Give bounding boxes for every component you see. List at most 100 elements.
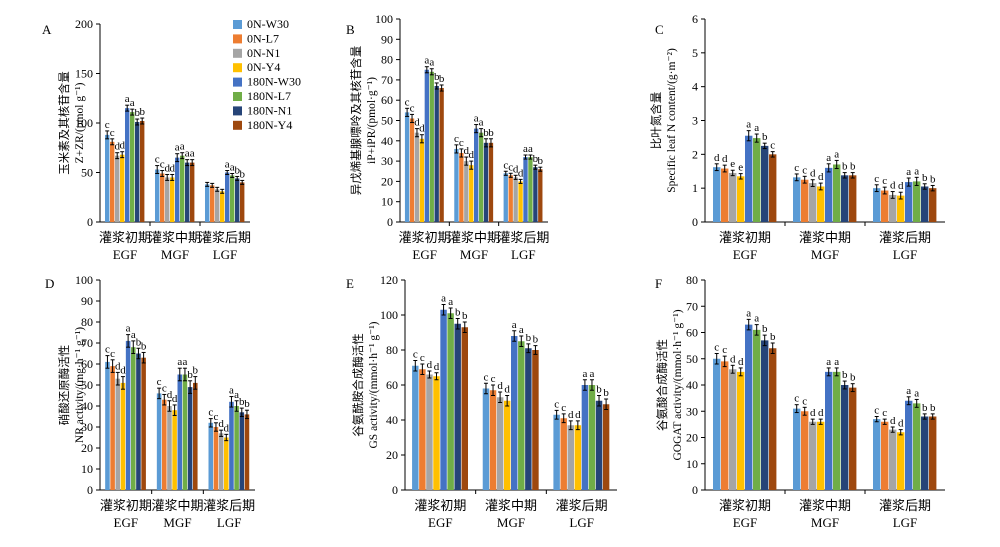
- bar: [182, 374, 188, 490]
- bar: [553, 414, 560, 490]
- bar: [721, 168, 729, 222]
- legend-label: 0N-N1: [247, 46, 280, 60]
- bar: [110, 366, 115, 490]
- significance-letter: a: [519, 324, 524, 336]
- bar: [737, 176, 745, 222]
- bar: [538, 169, 543, 222]
- bar: [833, 371, 841, 490]
- significance-letter: c: [214, 411, 219, 423]
- bar: [110, 141, 115, 222]
- significance-letter: a: [424, 55, 429, 67]
- y-tick-label: 80: [686, 273, 698, 287]
- y-axis-label-en: Specific leaf N content/(g·m⁻²): [666, 48, 678, 193]
- significance-letter: e: [738, 162, 743, 174]
- bar: [205, 184, 210, 222]
- bar: [508, 175, 513, 222]
- category-label-en: LGF: [213, 247, 238, 262]
- significance-letter: a: [185, 148, 190, 160]
- bar: [737, 371, 745, 490]
- bar: [105, 134, 110, 222]
- y-tick-label: 100: [75, 273, 93, 287]
- legend-label: 0N-L7: [247, 31, 279, 45]
- bar: [560, 418, 567, 490]
- y-tick-label: 30: [686, 404, 698, 418]
- bar: [218, 433, 224, 490]
- category-label-en: EGF: [428, 515, 453, 530]
- category-label-cn: 灌浆初期: [99, 230, 151, 245]
- significance-letter: b: [239, 168, 245, 180]
- significance-letter: c: [105, 344, 110, 356]
- category-label-en: MGF: [460, 247, 488, 262]
- significance-letter: c: [484, 371, 489, 383]
- bar: [929, 416, 937, 490]
- significance-letter: a: [177, 356, 182, 368]
- significance-letter: a: [441, 293, 446, 305]
- significance-letter: d: [890, 180, 896, 192]
- bar: [155, 169, 160, 222]
- bar: [180, 155, 185, 222]
- significance-letter: b: [434, 71, 440, 83]
- significance-letter: b: [239, 396, 245, 408]
- bar: [817, 186, 825, 222]
- significance-letter: d: [810, 407, 816, 419]
- bar: [913, 181, 921, 222]
- y-axis-label-cn: 谷氨酰胺合成酶活性: [351, 333, 365, 437]
- significance-letter: a: [528, 143, 533, 155]
- significance-letter: d: [164, 162, 170, 174]
- significance-letter: c: [561, 402, 566, 414]
- significance-letter: b: [134, 107, 140, 119]
- bar: [220, 191, 225, 222]
- significance-letter: a: [590, 368, 595, 380]
- category-label-cn: 灌浆初期: [719, 230, 771, 245]
- category-label-cn: 灌浆中期: [799, 230, 851, 245]
- bar: [464, 161, 469, 222]
- legend-label: 0N-W30: [247, 17, 289, 31]
- significance-letter: b: [922, 172, 928, 184]
- y-tick-label: 150: [75, 67, 93, 81]
- significance-letter: a: [479, 117, 484, 129]
- bar: [905, 182, 913, 222]
- significance-letter: b: [483, 127, 489, 139]
- bar: [793, 177, 801, 222]
- bar: [125, 340, 131, 490]
- bar: [753, 138, 761, 222]
- bar: [809, 183, 817, 222]
- y-tick-label: 30: [81, 420, 93, 434]
- bar: [454, 148, 459, 222]
- legend-swatch: [233, 77, 242, 87]
- y-axis-label-cn: 硝酸还原酶活性: [57, 345, 71, 426]
- significance-letter: b: [842, 369, 848, 381]
- y-tick-label: 50: [81, 166, 93, 180]
- bar: [801, 179, 809, 222]
- bar: [602, 404, 610, 490]
- significance-letter: a: [234, 389, 239, 401]
- significance-letter: d: [810, 168, 816, 180]
- significance-letter: a: [906, 385, 911, 397]
- significance-letter: c: [405, 96, 410, 108]
- bar: [503, 400, 511, 490]
- significance-letter: e: [730, 158, 735, 170]
- bar: [881, 421, 889, 490]
- significance-letter: c: [420, 352, 425, 364]
- bar: [753, 329, 761, 490]
- bar: [162, 399, 167, 490]
- significance-letter: d: [434, 361, 440, 373]
- bar: [841, 175, 849, 222]
- significance-letter: a: [183, 356, 188, 368]
- significance-letter: d: [738, 356, 744, 368]
- y-tick-label: 60: [686, 326, 698, 340]
- legend-label: 180N-Y4: [247, 118, 292, 132]
- y-tick-label: 0: [387, 215, 393, 229]
- significance-letter: a: [131, 329, 136, 341]
- bar: [483, 142, 489, 222]
- significance-letter: a: [754, 122, 759, 134]
- y-axis-label-en: GOGAT activity/(mmol·h⁻¹ g⁻¹): [672, 309, 684, 460]
- bar: [213, 427, 219, 490]
- bar: [156, 393, 162, 490]
- panel-letter: E: [346, 276, 354, 291]
- y-tick-label: 40: [381, 134, 393, 148]
- significance-letter: c: [874, 405, 879, 417]
- bar: [721, 361, 729, 490]
- legend-swatch: [233, 92, 242, 101]
- significance-letter: d: [575, 409, 581, 421]
